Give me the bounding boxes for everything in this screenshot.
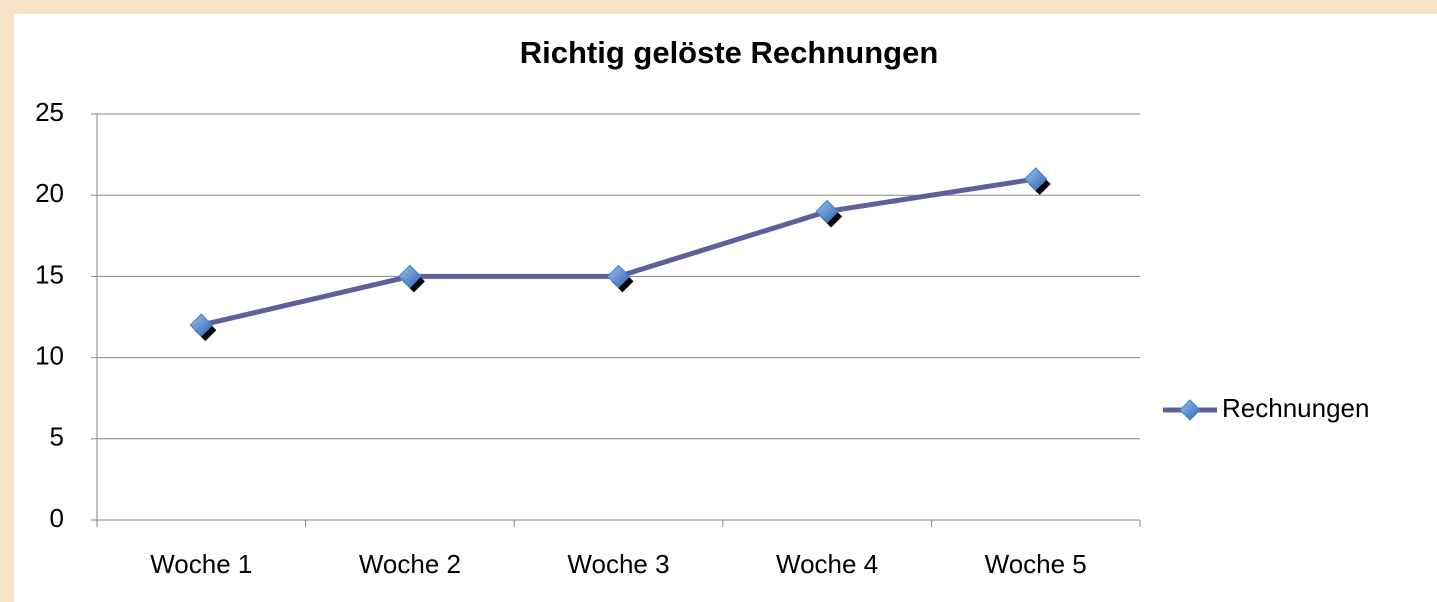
chart-title: Richtig gelöste Rechnungen xyxy=(520,35,939,70)
chart: Richtig gelöste Rechnungen 0 5 10 15 20 25 Woc… xyxy=(0,0,1437,602)
x-tick-label: Woche 2 xyxy=(359,549,461,579)
legend-label: Rechnungen xyxy=(1222,393,1369,423)
chart-background xyxy=(14,14,1437,602)
page: {"chart_data": {"type": "line", "title":… xyxy=(0,0,1437,602)
y-tick-label: 5 xyxy=(50,422,64,452)
y-tick-label: 20 xyxy=(35,178,64,208)
x-tick-label: Woche 5 xyxy=(985,549,1087,579)
x-tick-label: Woche 4 xyxy=(776,549,878,579)
y-tick-label: 15 xyxy=(35,259,64,289)
x-tick-label: Woche 1 xyxy=(150,549,252,579)
y-tick-label: 25 xyxy=(35,97,64,127)
y-tick-label: 0 xyxy=(50,503,64,533)
x-tick-label: Woche 3 xyxy=(567,549,669,579)
y-tick-label: 10 xyxy=(35,340,64,370)
